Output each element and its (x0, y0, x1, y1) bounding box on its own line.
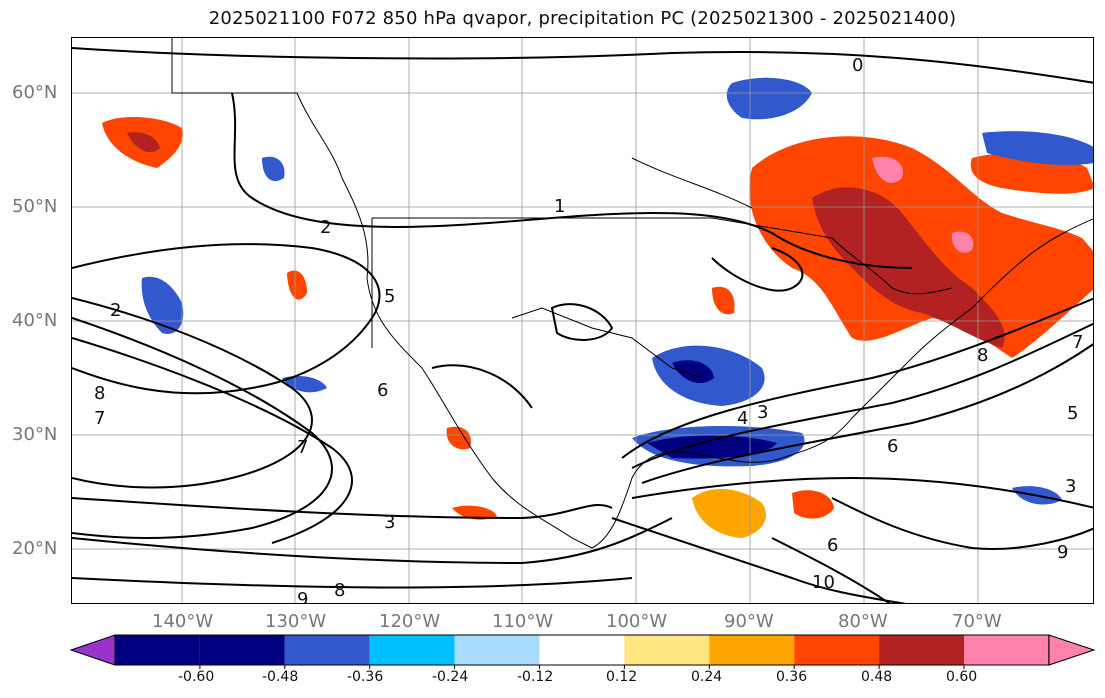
contour-label: 9 (297, 589, 308, 604)
contour-label: 3 (1065, 476, 1076, 497)
precip-shading (102, 77, 1093, 538)
precip-blue-pacific (141, 276, 184, 334)
colorbar-bin (624, 635, 710, 665)
lat-label-60: 60°N (12, 82, 58, 103)
lon-label-110w: 110°W (492, 611, 554, 632)
lat-label-40: 40°N (12, 310, 58, 331)
colorbar-bin (539, 635, 625, 665)
colorbar-bin (454, 635, 540, 665)
contour-label: 8 (94, 383, 105, 404)
contour-label: 5 (1067, 403, 1078, 424)
colorbar-bin (199, 635, 285, 665)
colorbar-tick-label: -0.60 (178, 669, 215, 685)
lon-label-80w: 80°W (838, 611, 888, 632)
colorbar-tick-label: 0.24 (691, 669, 723, 685)
precip-navy-southeast (647, 435, 777, 459)
colorbar-bin (964, 635, 1049, 665)
contour-label: 4 (737, 408, 748, 429)
lat-label-50: 50°N (12, 196, 58, 217)
precip-gulf-2 (792, 490, 834, 519)
contour-label: 10 (812, 572, 835, 593)
contour-label: 5 (384, 286, 395, 307)
colorbar-tick-label: 0.36 (776, 669, 808, 685)
lat-label-30: 30°N (12, 424, 58, 445)
precip-mexico-2 (452, 505, 497, 520)
colorbar-tick-label: -0.48 (262, 669, 299, 685)
contour-label: 7 (94, 408, 105, 429)
colorbar-bin (284, 635, 370, 665)
precip-pacific-small (287, 270, 307, 300)
lon-label-70w: 70°W (952, 611, 1002, 632)
colorbar-tick-label: 0.48 (861, 669, 893, 685)
lon-label-130w: 130°W (265, 611, 327, 632)
contour-label: 1 (554, 196, 565, 217)
contour-label: 8 (334, 580, 345, 601)
contour-label: 7 (297, 437, 308, 458)
graticule (72, 38, 1093, 603)
chart-title: 2025021100 F072 850 hPa qvapor, precipit… (208, 8, 957, 29)
colorbar-extend-max (1048, 634, 1096, 666)
colorbar-tick-label: 0.60 (946, 669, 978, 685)
precip-mexico-1 (446, 426, 471, 450)
colorbar-tick-label: -0.12 (517, 669, 554, 685)
precip-pacific-nw-core (127, 132, 160, 153)
contour-label: 8 (977, 345, 988, 366)
precip-pink-2 (951, 231, 974, 253)
contour-label: 7 (1072, 332, 1083, 353)
contour-label: 6 (377, 380, 388, 401)
colorbar-bin (879, 635, 964, 665)
precip-navy-south-central (672, 360, 714, 383)
precip-blue-labrador (982, 131, 1093, 165)
colorbar-bin (369, 635, 455, 665)
lon-label-90w: 90°W (724, 611, 774, 632)
colorbar-bin (794, 635, 880, 665)
precip-pink-1 (872, 156, 903, 183)
colorbar-tick-label: 0.12 (606, 669, 638, 685)
colorbar-outline (114, 634, 1050, 666)
contour-label: 2 (110, 300, 121, 321)
colorbar-tick-label: -0.24 (432, 669, 469, 685)
contour-label-layer: 0 1 2 2 3 3 4 5 6 6 7 7 8 8 9 10 3 5 6 7… (94, 55, 1083, 604)
precip-blue-canada-north (726, 77, 812, 120)
contour-label: 6 (887, 436, 898, 457)
colorbar-ticks (199, 665, 965, 669)
map-canvas: 0 1 2 2 3 3 4 5 6 6 7 7 8 8 9 10 3 5 6 7… (72, 38, 1093, 604)
precip-blue-bc (262, 156, 285, 182)
contour-label: 6 (827, 535, 838, 556)
contour-label: 3 (384, 512, 395, 533)
colorbar-extend-min (69, 634, 116, 666)
colorbar-bin (709, 635, 795, 665)
contour-label: 3 (757, 402, 768, 423)
precip-plains (712, 286, 735, 315)
qvapor-contours (72, 47, 1093, 603)
map-panel: 0 1 2 2 3 3 4 5 6 6 7 7 8 8 9 10 3 5 6 7… (71, 37, 1094, 604)
lon-label-100w: 100°W (606, 611, 668, 632)
lon-label-120w: 120°W (379, 611, 441, 632)
contour-label: 2 (320, 217, 331, 238)
contour-label: 9 (1057, 542, 1068, 563)
colorbar-bin (115, 635, 200, 665)
colorbar-tick-label: -0.36 (347, 669, 384, 685)
lat-label-20: 20°N (12, 538, 58, 559)
colorbar (69, 634, 1096, 669)
precip-gulf-1 (692, 488, 766, 538)
lon-label-140w: 140°W (152, 611, 214, 632)
contour-label: 0 (852, 55, 863, 76)
